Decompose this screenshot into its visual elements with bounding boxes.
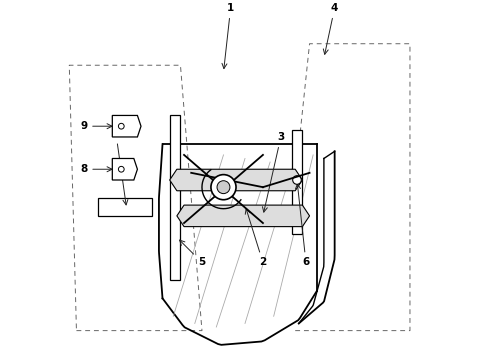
Circle shape — [293, 176, 301, 184]
Circle shape — [211, 175, 236, 200]
Text: 3: 3 — [263, 132, 285, 212]
Polygon shape — [112, 116, 141, 137]
Polygon shape — [170, 116, 180, 280]
Circle shape — [119, 123, 124, 129]
Text: 5: 5 — [180, 240, 206, 267]
Polygon shape — [170, 169, 302, 191]
Text: 8: 8 — [80, 164, 112, 174]
Text: 2: 2 — [245, 209, 267, 267]
Text: 1: 1 — [222, 3, 234, 68]
Text: 6: 6 — [295, 184, 310, 267]
Polygon shape — [177, 205, 310, 226]
Polygon shape — [98, 198, 152, 216]
Text: 4: 4 — [323, 3, 338, 54]
Text: 7: 7 — [112, 129, 128, 205]
Polygon shape — [112, 158, 137, 180]
Text: 9: 9 — [80, 121, 112, 131]
Circle shape — [217, 181, 230, 194]
Polygon shape — [292, 130, 302, 234]
Circle shape — [119, 166, 124, 172]
